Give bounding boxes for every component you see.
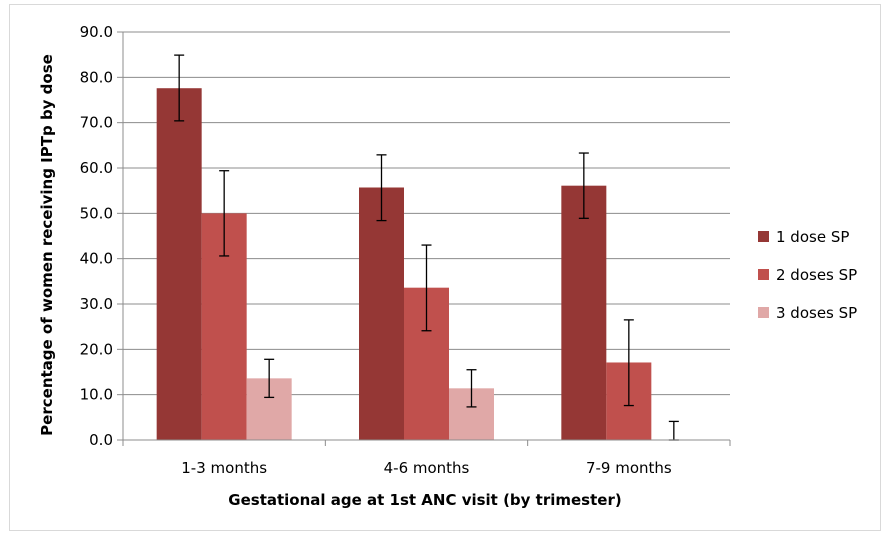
y-tick-label: 10.0 xyxy=(80,386,113,404)
y-tick-label: 40.0 xyxy=(80,250,113,268)
y-axis-title: Percentage of women receiving IPTp by do… xyxy=(38,54,56,436)
legend: 1 dose SP 2 doses SP 3 doses SP xyxy=(758,228,857,322)
legend-swatch xyxy=(758,231,769,242)
bar xyxy=(359,187,404,440)
legend-label: 1 dose SP xyxy=(776,228,849,246)
y-tick-label: 50.0 xyxy=(80,204,113,222)
legend-swatch xyxy=(758,269,769,280)
y-tick-label: 20.0 xyxy=(80,340,113,358)
y-axis: 0.0 10.0 20.0 30.0 40.0 50.0 60.0 70.0 80.0 90.0 xyxy=(80,23,124,449)
chart-frame xyxy=(9,4,881,531)
x-axis: 1-3 months 4-6 months 7-9 months xyxy=(122,439,731,477)
legend-swatch xyxy=(758,307,769,318)
bars xyxy=(156,54,679,441)
legend-label: 3 doses SP xyxy=(776,304,857,322)
x-tick-label: 4-6 months xyxy=(384,459,470,477)
x-axis-title: Gestational age at 1st ANC visit (by tri… xyxy=(228,491,621,509)
bar xyxy=(561,185,607,440)
y-tick-label: 90.0 xyxy=(80,23,113,41)
y-tick-label: 30.0 xyxy=(80,295,113,313)
x-tick-label: 1-3 months xyxy=(181,459,267,477)
y-tick-label: 0.0 xyxy=(89,431,113,449)
y-tick-label: 60.0 xyxy=(80,159,113,177)
bar xyxy=(156,88,202,441)
x-tick-label: 7-9 months xyxy=(586,459,672,477)
y-tick-label: 70.0 xyxy=(80,114,113,132)
y-tick-label: 80.0 xyxy=(80,68,113,86)
legend-label: 2 doses SP xyxy=(776,266,857,284)
